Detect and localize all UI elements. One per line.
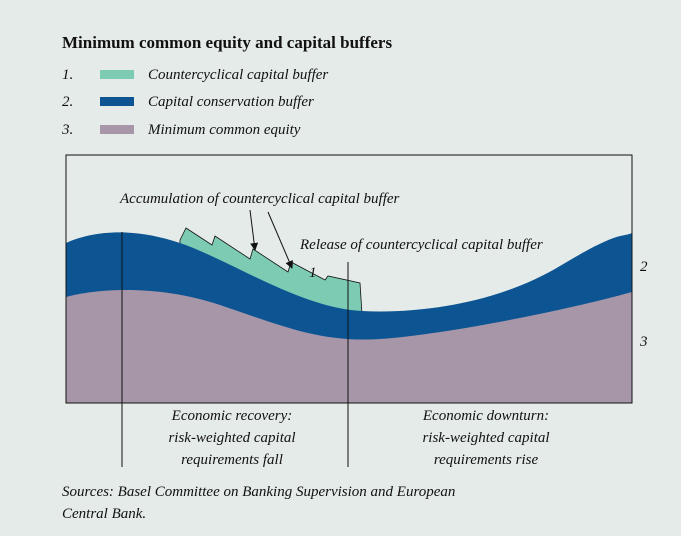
legend-swatch	[100, 97, 134, 106]
title: Minimum common equity and capital buffer…	[62, 33, 392, 52]
phase-text: risk-weighted capital	[422, 430, 549, 446]
legend-label: Countercyclical capital buffer	[148, 67, 328, 83]
phase-text: requirements fall	[181, 452, 283, 468]
phase-text: Economic downturn:	[422, 408, 549, 424]
phase-text: Economic recovery:	[171, 408, 293, 424]
legend-number: 1.	[62, 67, 73, 83]
phase-text: requirements rise	[434, 452, 539, 468]
legend-label: Capital conservation buffer	[148, 94, 314, 110]
legend-number: 2.	[62, 94, 73, 110]
arrow	[249, 209, 259, 251]
legend-number: 3.	[61, 122, 73, 138]
area-label: 2	[640, 259, 648, 275]
area-label: 1	[309, 265, 317, 281]
annotation: Release of countercyclical capital buffe…	[299, 237, 543, 253]
legend-swatch	[100, 70, 134, 79]
legend-label: Minimum common equity	[147, 122, 301, 138]
phase-texts: Economic recovery: risk-weighted capital…	[168, 408, 549, 468]
minimum-equity-area	[66, 290, 632, 403]
source: Central Bank.	[62, 506, 146, 522]
annotation: Accumulation of countercyclical capital …	[119, 191, 400, 207]
arrow	[267, 211, 293, 269]
diagram-frame-outline	[65, 154, 633, 404]
area-label: 3	[639, 334, 648, 350]
legend: 1. Countercyclical capital buffer 2. Cap…	[61, 67, 328, 138]
legend-swatch	[100, 125, 134, 134]
source: Sources: Basel Committee on Banking Supe…	[62, 484, 455, 500]
phase-text: risk-weighted capital	[168, 430, 295, 446]
